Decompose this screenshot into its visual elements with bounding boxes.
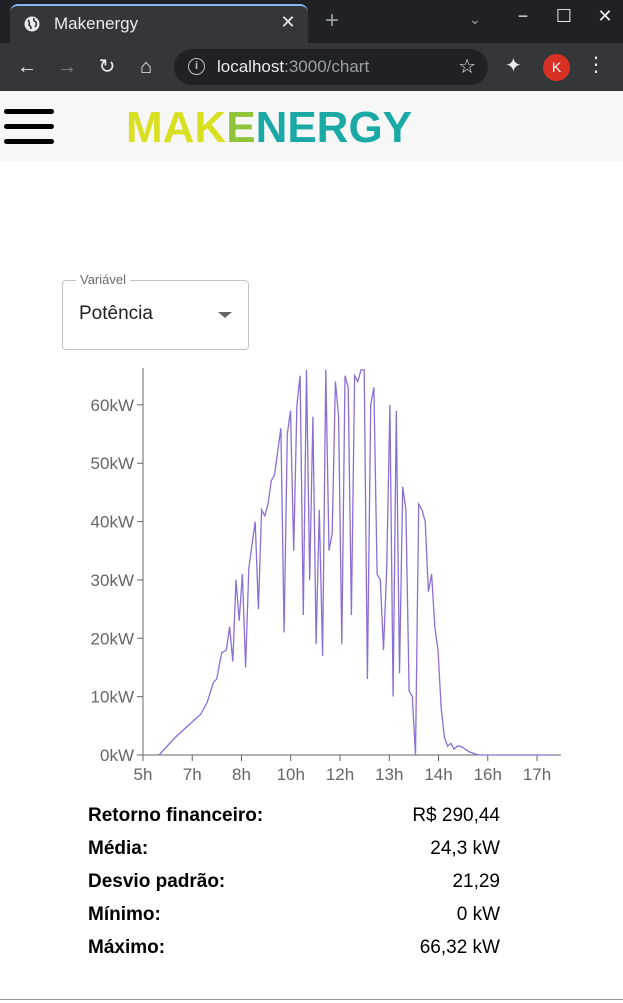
y-tick-label: 50kW bbox=[91, 454, 134, 473]
stat-minimo: Mínimo: 0 kW bbox=[88, 901, 500, 934]
logo-part-nergy: NERGY bbox=[255, 103, 413, 152]
back-arrow-icon[interactable]: ← bbox=[17, 56, 37, 78]
maximize-window-icon[interactable]: ☐ bbox=[555, 6, 573, 26]
y-tick-label: 30kW bbox=[91, 571, 134, 590]
forward-arrow-icon[interactable]: → bbox=[57, 56, 77, 78]
minimize-window-icon[interactable]: − bbox=[517, 6, 529, 26]
y-tick-label: 0kW bbox=[100, 746, 134, 765]
hamburger-menu-icon[interactable] bbox=[4, 109, 54, 145]
x-tick-label: 13h bbox=[375, 765, 403, 784]
globe-icon bbox=[24, 16, 40, 32]
page-bottom-divider bbox=[0, 999, 623, 1000]
url-host: localhost bbox=[217, 57, 285, 76]
y-tick-label: 40kW bbox=[91, 513, 134, 532]
stat-desvio-label: Desvio padrão: bbox=[88, 871, 226, 892]
profile-avatar[interactable]: K bbox=[543, 54, 570, 81]
browser-tab-bar: Makenergy ✕ + ⌄ − ☐ ✕ bbox=[0, 0, 623, 43]
stat-media-label: Média: bbox=[88, 838, 149, 859]
x-tick-label: 7h bbox=[183, 765, 202, 784]
home-icon[interactable]: ⌂ bbox=[139, 56, 153, 78]
browser-toolbar: ← → ↻ ⌂ i localhost:3000/chart ☆ ✦ K ⋮ bbox=[0, 43, 623, 91]
y-tick-label: 10kW bbox=[91, 688, 134, 707]
y-tick-label: 20kW bbox=[91, 629, 134, 648]
x-tick-label: 10h bbox=[277, 765, 305, 784]
x-tick-label: 8h bbox=[232, 765, 251, 784]
x-tick-label: 14h bbox=[424, 765, 452, 784]
stat-media: Média: 24,3 kW bbox=[88, 835, 500, 868]
close-window-icon[interactable]: ✕ bbox=[597, 6, 613, 26]
x-tick-label: 17h bbox=[523, 765, 551, 784]
stat-retorno: Retorno financeiro: R$ 290,44 bbox=[88, 802, 500, 835]
variable-select-value[interactable]: Potência bbox=[79, 303, 153, 324]
stat-retorno-label: Retorno financeiro: bbox=[88, 805, 264, 826]
logo-part-mak: MAK bbox=[126, 103, 227, 152]
app-header: MAKENERGY bbox=[0, 91, 623, 161]
stat-desvio-value: 21,29 bbox=[452, 871, 500, 892]
x-tick-label: 16h bbox=[474, 765, 502, 784]
variable-select[interactable] bbox=[62, 280, 249, 350]
browser-tab[interactable]: Makenergy ✕ bbox=[10, 4, 308, 43]
stat-minimo-label: Mínimo: bbox=[88, 904, 161, 925]
browser-menu-icon[interactable]: ⋮ bbox=[586, 54, 606, 76]
power-series-line bbox=[158, 369, 554, 756]
statistics-panel: Retorno financeiro: R$ 290,44 Média: 24,… bbox=[88, 802, 500, 967]
reload-icon[interactable]: ↻ bbox=[98, 56, 116, 78]
stat-retorno-value: R$ 290,44 bbox=[412, 805, 500, 826]
site-info-icon[interactable]: i bbox=[188, 58, 205, 75]
tab-title: Makenergy bbox=[54, 14, 139, 33]
variable-select-label: Variável bbox=[76, 272, 131, 287]
stat-maximo-value: 66,32 kW bbox=[419, 937, 500, 958]
power-line-chart: 0kW 10kW 20kW 30kW 40kW 50kW 60kW 5h 7h 8h 10h 12h… bbox=[91, 368, 561, 784]
y-tick-label: 60kW bbox=[91, 396, 134, 415]
new-tab-button[interactable]: + bbox=[325, 7, 340, 34]
x-tick-label: 12h bbox=[326, 765, 354, 784]
stat-maximo: Máximo: 66,32 kW bbox=[88, 934, 500, 967]
stat-minimo-value: 0 kW bbox=[456, 904, 500, 925]
logo-part-e: E bbox=[226, 103, 256, 152]
stat-desvio: Desvio padrão: 21,29 bbox=[88, 868, 500, 901]
tab-search-icon[interactable]: ⌄ bbox=[469, 11, 481, 27]
bookmark-star-icon[interactable]: ☆ bbox=[458, 56, 476, 78]
close-tab-icon[interactable]: ✕ bbox=[280, 12, 296, 32]
dropdown-arrow-icon[interactable] bbox=[218, 312, 232, 318]
stat-media-value: 24,3 kW bbox=[430, 838, 500, 859]
url-path: :3000/chart bbox=[284, 57, 370, 76]
y-axis: 0kW 10kW 20kW 30kW 40kW 50kW 60kW bbox=[91, 368, 144, 765]
extensions-puzzle-icon[interactable]: ✦ bbox=[505, 55, 522, 77]
x-axis: 5h 7h 8h 10h 12h 13h 14h 16h 17h bbox=[134, 754, 561, 784]
url-text: localhost:3000/chart bbox=[217, 57, 369, 77]
makenergy-logo: MAKENERGY bbox=[126, 106, 412, 150]
stat-maximo-label: Máximo: bbox=[88, 937, 166, 958]
x-tick-label: 5h bbox=[134, 765, 153, 784]
address-bar[interactable]: i localhost:3000/chart ☆ bbox=[174, 49, 488, 85]
